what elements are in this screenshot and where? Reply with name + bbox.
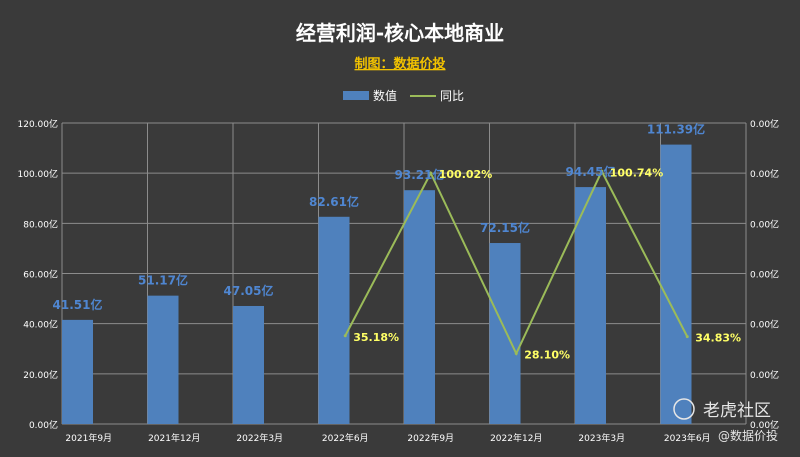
line-point [685, 335, 689, 339]
bar-series [62, 144, 692, 425]
y-left-tick-label: 120.00亿 [18, 118, 59, 130]
bar [660, 144, 692, 425]
y-right-tick-label: 0.00亿 [750, 369, 779, 381]
bar [62, 319, 93, 424]
bar [233, 305, 264, 424]
y-left-tick-label: 100.00亿 [18, 168, 59, 180]
bar-value-label: 111.39亿 [647, 122, 705, 137]
y-left-tick-label: 40.00亿 [23, 319, 58, 331]
right-axis: 0.00亿 0.00亿 0.00亿 0.00亿 0.00亿 0.00亿 0.00亿 [750, 118, 779, 431]
watermark-logo-text: 老虎社区 [703, 401, 771, 421]
bar [404, 190, 435, 424]
chart-subtitle: 制图：数据价投 [354, 56, 445, 72]
bar [575, 187, 606, 424]
y-left-tick-label: 0.00亿 [29, 419, 58, 431]
x-tick-label: 2022年3月 [236, 432, 283, 444]
left-axis: 0.00亿 20.00亿 40.00亿 60.00亿 80.00亿 100.00亿 120.… [18, 118, 59, 431]
y-right-tick-label: 0.00亿 [750, 218, 779, 230]
line-point [514, 352, 518, 356]
y-right-tick-label: 0.00亿 [750, 269, 779, 281]
watermark-handle: @数据价投 [718, 428, 778, 443]
y-left-tick-label: 80.00亿 [23, 218, 58, 230]
bar-value-label: 72.15亿 [480, 220, 530, 235]
bar-value-label: 94.45亿 [566, 164, 616, 179]
legend: 数值 同比 [343, 88, 464, 103]
line-labels: 35.18% 100.02% 28.10% 100.74% 34.83% [353, 166, 741, 361]
bar-value-label: 41.51亿 [53, 297, 103, 312]
line-point [600, 169, 604, 173]
bar-value-label: 93.21亿 [395, 167, 445, 182]
x-axis: 2021年9月 2021年12月 2022年3月 2022年6月 2022年9月 2022… [65, 432, 710, 444]
bar [147, 295, 179, 424]
y-right-tick-label: 0.00亿 [750, 319, 779, 331]
y-right-tick-label: 0.00亿 [750, 168, 779, 180]
legend-bar-swatch [343, 91, 369, 100]
watermark: 老虎社区 @数据价投 [673, 398, 778, 443]
y-left-tick-label: 20.00亿 [23, 369, 58, 381]
bar [318, 216, 350, 424]
x-tick-label: 2021年9月 [65, 432, 112, 444]
line-value-label: 28.10% [524, 349, 570, 362]
bar-value-label: 47.05亿 [224, 283, 274, 298]
line-value-label: 100.74% [610, 166, 663, 179]
y-left-tick-label: 60.00亿 [23, 269, 58, 281]
line-value-label: 35.18% [353, 331, 399, 344]
x-tick-label: 2023年3月 [578, 432, 625, 444]
chart-title: 经营利润-核心本地商业 [296, 21, 504, 45]
line-value-label: 34.83% [695, 332, 741, 345]
bar-labels: 41.51亿 51.17亿 47.05亿 82.61亿 93.21亿 72.15亿 94.4… [53, 122, 706, 312]
line-series [343, 169, 689, 356]
bar [489, 243, 521, 424]
line-value-label: 100.02% [439, 168, 492, 181]
line-point [429, 171, 433, 175]
x-tick-label: 2022年12月 [490, 432, 542, 444]
bar-value-label: 82.61亿 [309, 194, 359, 209]
x-tick-label: 2023年6月 [664, 432, 711, 444]
legend-bar-label: 数值 [373, 88, 397, 103]
x-tick-label: 2022年6月 [322, 432, 369, 444]
line-point [343, 334, 347, 338]
y-right-tick-label: 0.00亿 [750, 419, 779, 431]
legend-line-label: 同比 [440, 89, 464, 103]
tiger-logo-icon [673, 398, 695, 420]
y-right-tick-label: 0.00亿 [750, 118, 779, 130]
x-tick-label: 2021年12月 [148, 432, 200, 444]
bar-value-label: 51.17亿 [138, 273, 188, 288]
x-tick-label: 2022年9月 [407, 432, 454, 444]
